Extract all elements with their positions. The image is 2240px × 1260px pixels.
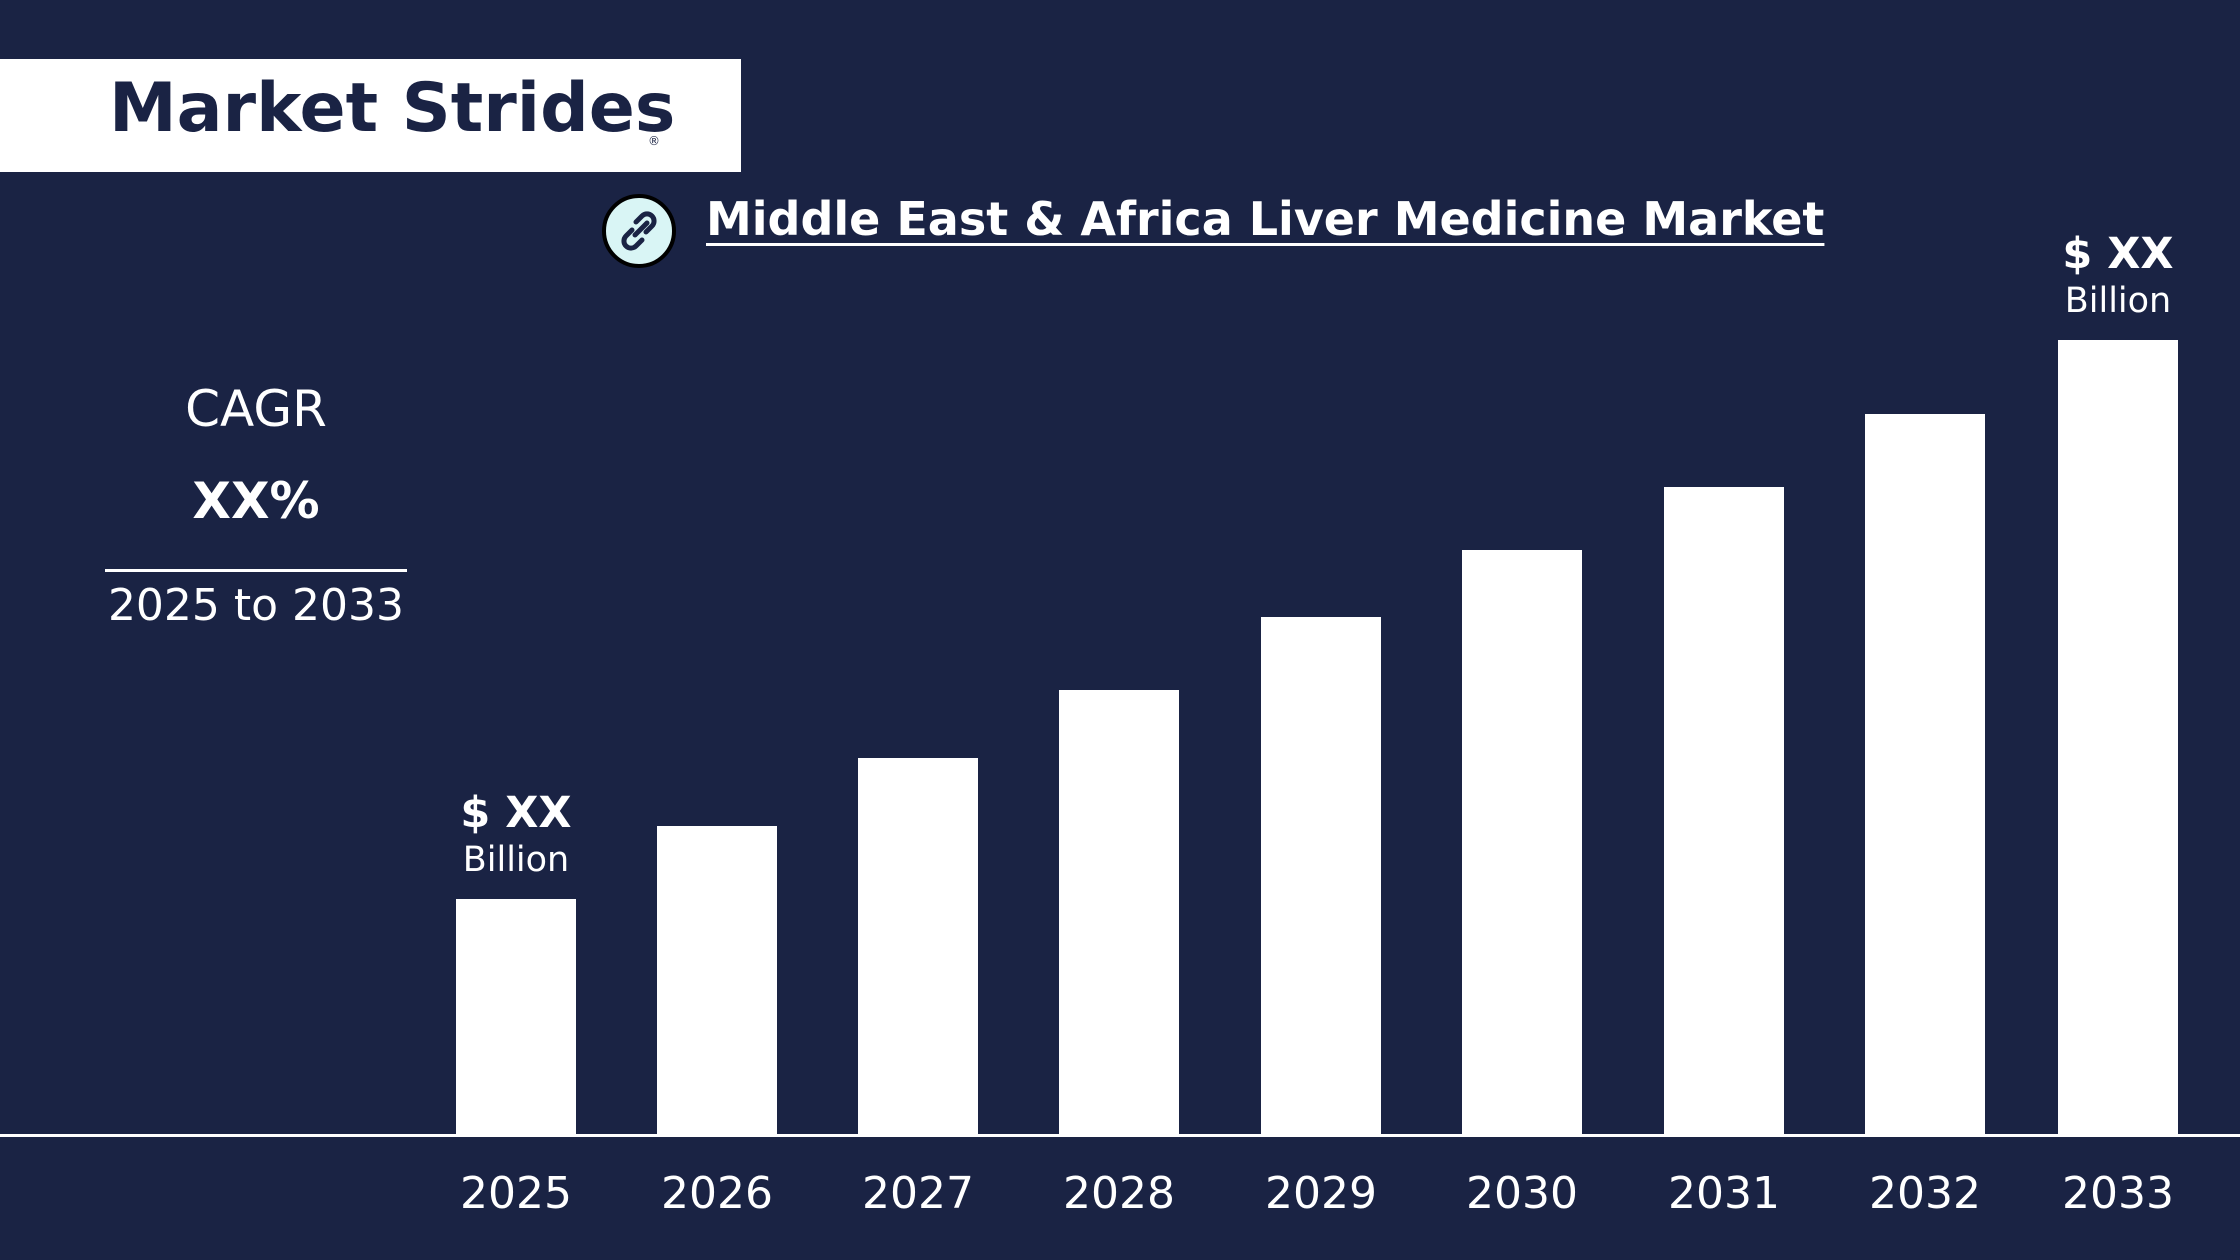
data-label-unit-2033: Billion [2065, 281, 2172, 321]
x-tick-label-2032: 2032 [1869, 1168, 1981, 1219]
cagr-period: 2025 to 2033 [107, 580, 405, 631]
bar-2031 [1664, 487, 1784, 1134]
bar-2025 [456, 899, 576, 1134]
x-tick-label-2025: 2025 [460, 1168, 572, 1219]
chart-title: Middle East & Africa Liver Medicine Mark… [706, 192, 1825, 246]
link-icon [602, 194, 676, 268]
bar-2029 [1261, 617, 1381, 1134]
cagr-label: CAGR [185, 380, 327, 438]
x-tick-label-2031: 2031 [1668, 1168, 1780, 1219]
brand-logo: Market Strides [109, 69, 676, 148]
registered-mark: ® [648, 134, 660, 148]
x-tick-label-2033: 2033 [2062, 1168, 2174, 1219]
bar-2026 [657, 826, 777, 1134]
bar-2027 [858, 758, 978, 1134]
x-tick-label-2029: 2029 [1265, 1168, 1377, 1219]
cagr-value: XX% [192, 472, 320, 530]
x-tick-label-2028: 2028 [1063, 1168, 1175, 1219]
bar-2028 [1059, 690, 1179, 1134]
logo-box [0, 59, 741, 172]
x-tick-label-2027: 2027 [862, 1168, 974, 1219]
bar-2032 [1865, 414, 1985, 1134]
cagr-divider [105, 569, 407, 572]
x-tick-label-2030: 2030 [1466, 1168, 1578, 1219]
bar-2033 [2058, 340, 2178, 1134]
x-axis-line [0, 1134, 2240, 1137]
data-label-value-2033: $ XX [2062, 229, 2173, 279]
bar-2030 [1462, 550, 1582, 1134]
data-label-unit-2025: Billion [463, 840, 570, 880]
data-label-value-2025: $ XX [460, 788, 571, 838]
x-tick-label-2026: 2026 [661, 1168, 773, 1219]
